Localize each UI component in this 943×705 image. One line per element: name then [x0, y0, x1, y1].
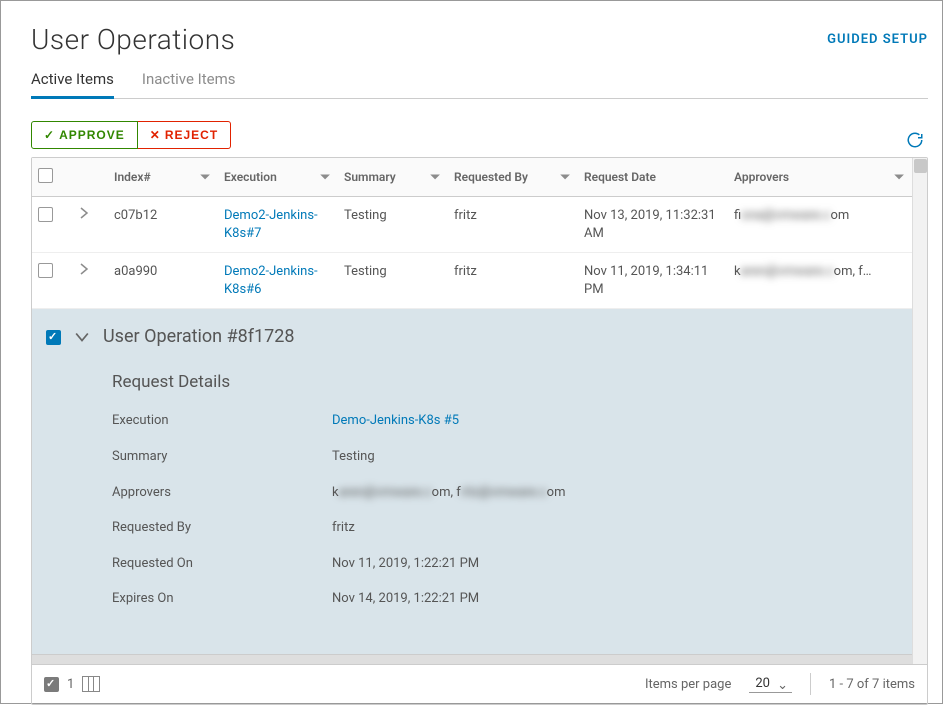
filter-icon[interactable]: ⏷ — [894, 170, 904, 185]
label-approvers: Approvers — [112, 484, 332, 502]
items-per-page-label: Items per page — [645, 677, 731, 692]
row-checkbox[interactable] — [38, 207, 53, 222]
select-all-checkbox[interactable] — [38, 168, 53, 183]
expand-icon[interactable] — [78, 263, 90, 275]
scrollbar[interactable] — [912, 158, 927, 664]
expanded-title: User Operation #8f1728 — [103, 325, 295, 349]
reject-button[interactable]: ✕ REJECT — [138, 121, 231, 149]
cell-index: c07b12 — [108, 197, 218, 253]
execution-link[interactable]: Demo-Jenkins-K8s #5 — [332, 413, 459, 428]
approve-button[interactable]: ✓ APPROVE — [31, 121, 138, 149]
cell-request-date: Nov 13, 2019, 11:32:31 AM — [578, 197, 728, 253]
grid-footer: 1 Items per page 20 ⌄ 1 - 7 of 7 items — [32, 664, 927, 704]
cell-index: a0a990 — [108, 253, 218, 309]
col-index[interactable]: Index#⏷ — [108, 158, 218, 197]
approve-label: APPROVE — [59, 128, 125, 142]
table-row[interactable]: a0a990 Demo2-Jenkins-K8s#6 Testing fritz… — [32, 253, 912, 309]
col-request-date[interactable]: Request Date — [578, 158, 728, 197]
value-approvers: karen@vmware.com, fritz@vmware.com — [332, 484, 904, 502]
value-expires-on: Nov 14, 2019, 1:22:21 PM — [332, 590, 904, 608]
filter-icon[interactable]: ⏷ — [320, 170, 330, 185]
collapse-icon[interactable] — [75, 330, 89, 344]
cell-approvers: fiona@vmware.com — [728, 197, 912, 253]
pagination-range: 1 - 7 of 7 items — [829, 677, 915, 692]
cell-summary: Testing — [338, 197, 448, 253]
page-size-select[interactable]: 20 ⌄ — [749, 676, 792, 693]
refresh-icon[interactable] — [906, 131, 924, 153]
table-row[interactable]: c07b12 Demo2-Jenkins-K8s#7 Testing fritz… — [32, 197, 912, 253]
chevron-down-icon: ⌄ — [777, 678, 788, 693]
value-summary: Testing — [332, 448, 904, 466]
label-requested-on: Requested On — [112, 555, 332, 573]
label-requested-by: Requested By — [112, 519, 332, 537]
column-toggle-icon[interactable] — [82, 676, 100, 692]
filter-icon[interactable]: ⏷ — [200, 170, 210, 185]
divider — [32, 654, 912, 664]
cell-requested-by: fritz — [448, 253, 578, 309]
tabs: Active Items Inactive Items — [31, 70, 928, 99]
execution-link[interactable]: Demo2-Jenkins-K8s#7 — [224, 208, 318, 241]
tab-inactive-items[interactable]: Inactive Items — [142, 70, 236, 98]
expand-icon[interactable] — [78, 207, 90, 219]
header-row: Index#⏷ Execution⏷ Summary⏷ Requested By… — [32, 158, 912, 197]
check-icon: ✓ — [44, 128, 55, 142]
filter-icon[interactable]: ⏷ — [560, 170, 570, 185]
close-icon: ✕ — [150, 128, 161, 142]
selected-count: 1 — [67, 677, 74, 692]
table-row-expanded: User Operation #8f1728 Request Details E… — [32, 309, 912, 664]
divider — [810, 673, 811, 695]
datagrid: Index#⏷ Execution⏷ Summary⏷ Requested By… — [31, 157, 928, 705]
col-requested-by[interactable]: Requested By⏷ — [448, 158, 578, 197]
cell-request-date: Nov 11, 2019, 1:34:11 PM — [578, 253, 728, 309]
label-expires-on: Expires On — [112, 590, 332, 608]
cell-requested-by: fritz — [448, 197, 578, 253]
footer-select-checkbox[interactable] — [44, 677, 59, 692]
execution-link[interactable]: Demo2-Jenkins-K8s#6 — [224, 264, 318, 297]
request-details: Request Details Execution Demo-Jenkins-K… — [32, 371, 912, 653]
value-requested-by: fritz — [332, 519, 904, 537]
page-title: User Operations — [31, 23, 235, 56]
row-checkbox[interactable] — [38, 263, 53, 278]
col-approvers[interactable]: Approvers⏷ — [728, 158, 912, 197]
reject-label: REJECT — [165, 128, 218, 142]
row-checkbox[interactable] — [46, 330, 61, 345]
cell-summary: Testing — [338, 253, 448, 309]
col-summary[interactable]: Summary⏷ — [338, 158, 448, 197]
detail-heading: Request Details — [112, 371, 904, 394]
label-summary: Summary — [112, 448, 332, 466]
label-execution: Execution — [112, 412, 332, 430]
cell-approvers: karen@vmware.com, f… — [728, 253, 912, 309]
tab-active-items[interactable]: Active Items — [31, 70, 114, 99]
guided-setup-link[interactable]: GUIDED SETUP — [827, 32, 928, 47]
col-execution[interactable]: Execution⏷ — [218, 158, 338, 197]
value-requested-on: Nov 11, 2019, 1:22:21 PM — [332, 555, 904, 573]
filter-icon[interactable]: ⏷ — [430, 170, 440, 185]
